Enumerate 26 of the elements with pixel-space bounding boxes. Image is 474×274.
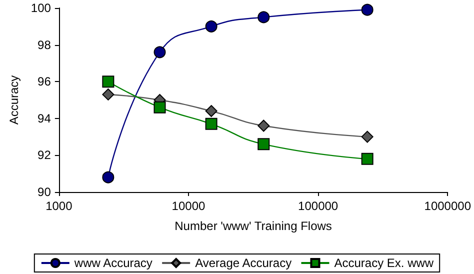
legend-label: www Accuracy <box>73 256 152 270</box>
y-axis-title: Accuracy <box>7 75 21 125</box>
legend-label: Accuracy Ex. www <box>334 256 434 270</box>
x-tick-label: 100000 <box>298 199 338 213</box>
y-tick-label: 100 <box>30 1 52 15</box>
x-tick-label: 1000 <box>46 199 73 213</box>
y-tick-label: 98 <box>38 38 52 52</box>
point <box>154 46 166 58</box>
y-tick-label: 96 <box>38 74 52 89</box>
point <box>258 120 270 132</box>
point <box>102 76 114 88</box>
point <box>102 171 114 184</box>
point <box>154 101 166 114</box>
point <box>102 88 114 100</box>
x-tick-label: 1000000 <box>424 199 472 213</box>
legend-label: Average Accuracy <box>195 256 292 270</box>
point <box>258 138 270 150</box>
point <box>205 105 218 118</box>
point <box>258 11 270 24</box>
x-tick-label: 10000 <box>172 199 206 213</box>
point <box>205 20 218 32</box>
y-tick-label: 94 <box>38 111 52 126</box>
y-tick-label: 90 <box>38 185 52 199</box>
point <box>205 118 218 130</box>
y-tick-label: 92 <box>38 148 52 162</box>
x-axis-title: Number 'www' Training Flows <box>174 219 332 233</box>
